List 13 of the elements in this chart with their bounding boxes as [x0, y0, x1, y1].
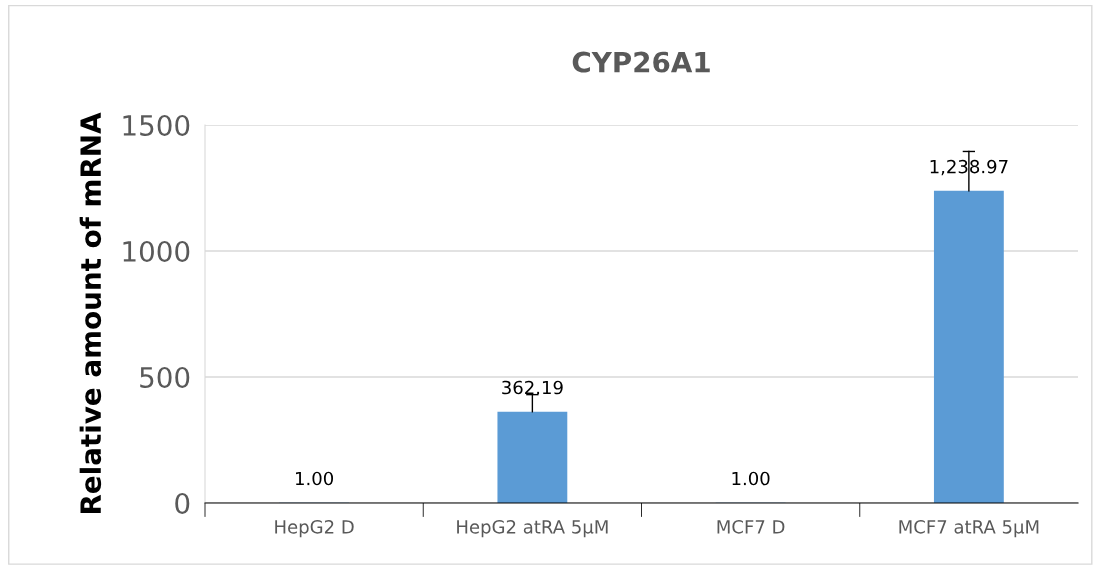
data-label: 1.00 [296, 471, 334, 486]
x-tick-label: HepG2 D [275, 519, 354, 538]
y-tick-label: 500 [140, 366, 190, 388]
data-label: 1.00 [732, 471, 770, 486]
x-tick-label: MCF7 D [717, 519, 785, 534]
chart-title: CYP26A1 [572, 51, 710, 73]
y-tick-label: 0 [175, 492, 190, 514]
data-label: 362.19 [502, 380, 563, 395]
x-tick-label: MCF7 atRA 5µM [899, 519, 1039, 538]
y-tick-label: 1000 [123, 240, 190, 262]
y-axis-title: Relative amount of mRNA [79, 112, 102, 513]
y-tick-label: 1500 [123, 114, 190, 136]
x-tick-label: HepG2 atRA 5µM [457, 519, 608, 538]
